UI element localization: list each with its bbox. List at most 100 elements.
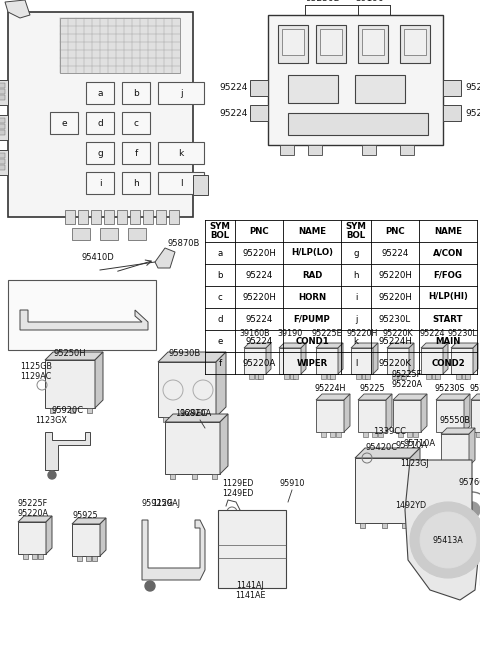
Text: SYM
BOL: SYM BOL — [346, 221, 366, 240]
Text: 95413A: 95413A — [432, 536, 463, 545]
Polygon shape — [20, 310, 148, 330]
Bar — [86, 112, 114, 134]
Text: c: c — [217, 292, 222, 302]
Text: 95220H: 95220H — [242, 292, 276, 302]
Bar — [378, 432, 383, 437]
Text: 95225: 95225 — [359, 384, 385, 393]
Text: 1123GJ: 1123GJ — [400, 459, 429, 468]
Bar — [455, 466, 460, 471]
Polygon shape — [158, 352, 226, 362]
Text: b: b — [217, 271, 223, 279]
Polygon shape — [464, 394, 470, 432]
Circle shape — [145, 581, 155, 591]
Polygon shape — [5, 0, 30, 18]
Bar — [60, 18, 180, 73]
Bar — [0, 124, 5, 129]
Bar — [293, 374, 298, 379]
Polygon shape — [155, 248, 175, 268]
Circle shape — [48, 471, 56, 479]
Bar — [50, 112, 78, 134]
Text: 95224: 95224 — [220, 108, 248, 118]
Polygon shape — [409, 343, 414, 374]
Text: 95220H: 95220H — [346, 329, 378, 338]
Text: i: i — [99, 179, 101, 187]
Bar — [122, 142, 150, 164]
Bar — [193, 175, 208, 195]
Text: MAIN: MAIN — [435, 336, 461, 346]
Bar — [435, 374, 440, 379]
Polygon shape — [100, 518, 106, 556]
Text: 95220H: 95220H — [378, 292, 412, 302]
Text: 95410D: 95410D — [82, 253, 115, 262]
Bar — [356, 374, 361, 379]
Polygon shape — [393, 394, 427, 400]
Polygon shape — [436, 394, 470, 400]
Bar — [358, 400, 386, 432]
Text: 95225E: 95225E — [312, 329, 342, 338]
Bar — [413, 432, 418, 437]
Bar — [441, 434, 469, 466]
Polygon shape — [72, 518, 106, 524]
Text: 95930B: 95930B — [169, 349, 201, 358]
Bar — [0, 159, 5, 164]
Text: 1129ED: 1129ED — [222, 479, 253, 488]
Polygon shape — [301, 343, 306, 374]
Circle shape — [420, 512, 476, 568]
Bar — [426, 374, 431, 379]
Polygon shape — [95, 352, 103, 408]
Bar — [465, 374, 470, 379]
Bar — [355, 458, 410, 523]
Text: 95710A: 95710A — [395, 441, 427, 450]
Bar — [290, 374, 295, 379]
Text: 95550B: 95550B — [440, 416, 470, 425]
Bar — [169, 210, 179, 224]
Bar — [288, 75, 338, 103]
Text: f: f — [134, 148, 138, 158]
Polygon shape — [469, 428, 475, 466]
Bar — [18, 522, 46, 554]
Bar — [38, 554, 43, 559]
Text: COND2: COND2 — [431, 359, 465, 367]
Bar — [407, 432, 412, 437]
Bar — [362, 374, 367, 379]
Bar — [330, 374, 335, 379]
Bar — [77, 556, 82, 561]
Polygon shape — [473, 343, 478, 374]
Bar — [86, 556, 91, 561]
Bar — [278, 25, 308, 63]
Bar — [360, 523, 365, 528]
Polygon shape — [351, 343, 378, 348]
Bar — [279, 348, 301, 374]
Text: 95220H: 95220H — [378, 271, 412, 279]
Bar — [362, 145, 376, 155]
Bar — [100, 228, 118, 240]
Polygon shape — [338, 343, 343, 374]
Bar — [0, 80, 8, 105]
Bar — [471, 400, 480, 432]
Polygon shape — [316, 343, 343, 348]
Bar — [363, 432, 368, 437]
Text: f: f — [218, 359, 222, 367]
Text: 1141AJ: 1141AJ — [236, 581, 264, 590]
Text: 95910: 95910 — [280, 479, 305, 488]
Text: 95220K: 95220K — [383, 329, 413, 338]
Text: d: d — [97, 118, 103, 127]
Bar — [91, 210, 101, 224]
Bar — [158, 82, 204, 104]
Bar — [316, 25, 346, 63]
Text: A/CON: A/CON — [433, 248, 463, 258]
Bar — [117, 210, 127, 224]
Bar — [32, 554, 37, 559]
Text: 95870B: 95870B — [168, 239, 200, 248]
Text: PNC: PNC — [249, 227, 269, 235]
Bar — [404, 29, 426, 55]
Text: 95220H: 95220H — [242, 248, 276, 258]
Polygon shape — [165, 414, 228, 422]
Bar — [0, 130, 5, 135]
Text: 95224: 95224 — [245, 315, 273, 323]
Bar — [443, 80, 461, 96]
Text: 95925G: 95925G — [142, 499, 174, 508]
Polygon shape — [46, 516, 52, 554]
Bar — [362, 29, 384, 55]
Bar — [104, 210, 114, 224]
